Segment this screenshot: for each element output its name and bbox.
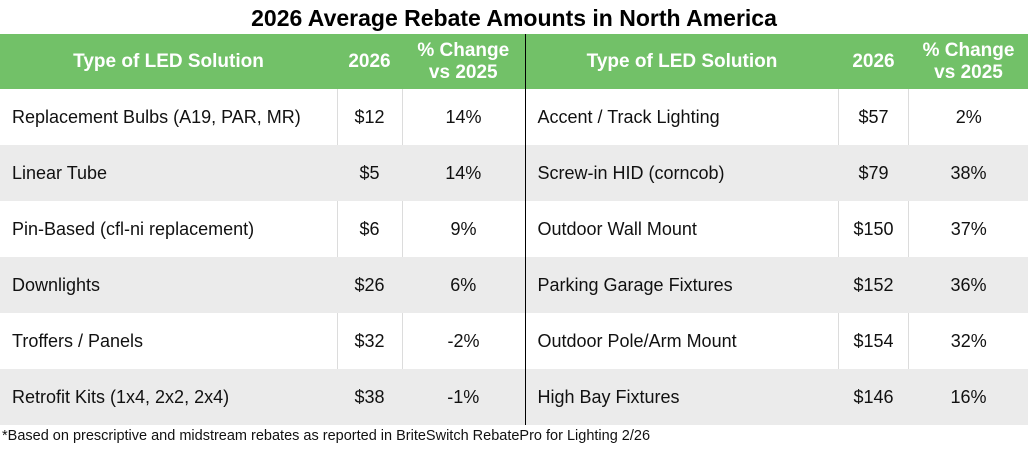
table-row: Retrofit Kits (1x4, 2x2, 2x4) $38 -1% (0, 369, 525, 425)
cell-change: 14% (402, 145, 525, 201)
cell-type: High Bay Fixtures (525, 369, 839, 425)
cell-rebate: $5 (337, 145, 402, 201)
cell-change: 9% (401, 201, 525, 257)
header-change-line1: % Change (417, 39, 510, 61)
cell-type: Downlights (0, 257, 337, 313)
cell-rebate: $26 (337, 257, 402, 313)
footnote: *Based on prescriptive and midstream reb… (2, 428, 651, 444)
cell-type: Retrofit Kits (1x4, 2x2, 2x4) (0, 369, 337, 425)
table-row: Accent / Track Lighting $57 2% (525, 89, 1028, 145)
cell-type: Troffers / Panels (0, 313, 337, 369)
rebate-tables: Type of LED Solution 2026 % Change vs 202… (0, 34, 1028, 425)
cell-rebate: $6 (336, 201, 402, 257)
cell-change: 37% (908, 201, 1028, 257)
cell-rebate: $57 (838, 89, 909, 145)
cell-change: 2% (908, 89, 1028, 145)
table-row: Outdoor Wall Mount $150 37% (525, 201, 1028, 257)
table-row: High Bay Fixtures $146 16% (525, 369, 1028, 425)
header-type: Type of LED Solution (0, 34, 337, 89)
header-change-line2: vs 2025 (934, 61, 1003, 83)
cell-change: 6% (402, 257, 525, 313)
header-type: Type of LED Solution (525, 34, 839, 89)
cell-rebate: $38 (337, 369, 402, 425)
cell-type: Accent / Track Lighting (525, 89, 839, 145)
cell-type: Linear Tube (0, 145, 337, 201)
table-row: Parking Garage Fixtures $152 36% (525, 257, 1028, 313)
cell-change: 38% (908, 145, 1028, 201)
cell-change: 14% (401, 89, 525, 145)
cell-rebate: $12 (336, 89, 402, 145)
header-year: 2026 (838, 34, 909, 89)
header-row: Type of LED Solution 2026 % Change vs 202… (525, 34, 1028, 89)
rebate-table-right: Type of LED Solution 2026 % Change vs 202… (525, 34, 1028, 425)
table-row: Troffers / Panels $32 -2% (0, 313, 525, 369)
cell-type: Pin-Based (cfl-ni replacement) (0, 201, 337, 257)
cell-rebate: $152 (838, 257, 909, 313)
table-row: Outdoor Pole/Arm Mount $154 32% (525, 313, 1028, 369)
rebate-table-left: Type of LED Solution 2026 % Change vs 202… (0, 34, 526, 425)
table-row: Screw-in HID (corncob) $79 38% (525, 145, 1028, 201)
cell-rebate: $146 (838, 369, 909, 425)
header-change-line1: % Change (922, 39, 1015, 61)
header-change: % Change vs 2025 (908, 34, 1028, 89)
cell-change: 16% (908, 369, 1028, 425)
cell-change: -1% (402, 369, 525, 425)
table-row: Replacement Bulbs (A19, PAR, MR) $12 14% (0, 89, 525, 145)
cell-type: Replacement Bulbs (A19, PAR, MR) (0, 89, 337, 145)
header-year: 2026 (337, 34, 402, 89)
header-row: Type of LED Solution 2026 % Change vs 202… (0, 34, 525, 89)
cell-type: Screw-in HID (corncob) (525, 145, 839, 201)
table-row: Pin-Based (cfl-ni replacement) $6 9% (0, 201, 525, 257)
header-change: % Change vs 2025 (402, 34, 525, 89)
header-change-line2: vs 2025 (428, 61, 498, 83)
cell-rebate: $32 (336, 313, 402, 369)
cell-rebate: $154 (838, 313, 909, 369)
cell-type: Outdoor Wall Mount (525, 201, 839, 257)
cell-type: Parking Garage Fixtures (525, 257, 839, 313)
cell-change: 36% (908, 257, 1028, 313)
cell-rebate: $150 (838, 201, 909, 257)
table-row: Downlights $26 6% (0, 257, 525, 313)
page-title: 2026 Average Rebate Amounts in North Ame… (251, 5, 777, 31)
cell-rebate: $79 (838, 145, 909, 201)
cell-change: -2% (401, 313, 525, 369)
cell-change: 32% (908, 313, 1028, 369)
cell-type: Outdoor Pole/Arm Mount (525, 313, 839, 369)
table-row: Linear Tube $5 14% (0, 145, 525, 201)
